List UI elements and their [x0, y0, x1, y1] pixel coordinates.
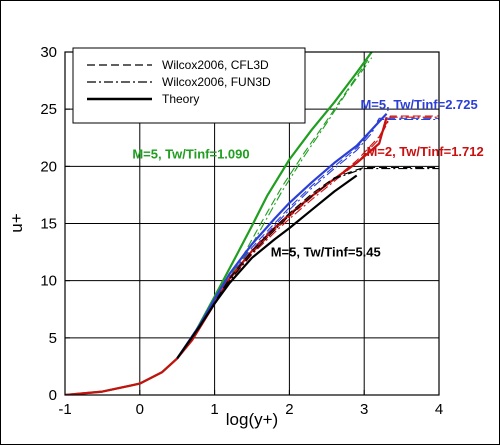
legend-label-theory: Theory	[162, 92, 199, 106]
x-axis-title: log(y+)	[226, 410, 278, 429]
y-tick-label: 30	[40, 44, 57, 61]
y-tick-label: 25	[40, 101, 57, 118]
annotation-label: M=5, Tw/Tinf=5.45	[271, 245, 381, 260]
annotation-label: M=5, Tw/Tinf=1.090	[132, 146, 249, 161]
legend-label-fun3d: Wilcox2006, FUN3D	[162, 75, 271, 89]
x-tick-label: 2	[285, 401, 293, 418]
y-tick-label: 5	[49, 330, 57, 347]
y-axis-title: u+	[7, 213, 26, 232]
annotation-label: M=5, Tw/Tinf=2.725	[360, 97, 477, 112]
x-tick-label: 3	[360, 401, 368, 418]
y-tick-label: 10	[40, 273, 57, 290]
annotation-label: M=2, Tw/Tinf=1.712	[366, 144, 483, 159]
x-tick-label: -1	[58, 401, 71, 418]
y-tick-label: 0	[49, 387, 57, 404]
y-tick-label: 20	[40, 158, 57, 175]
x-tick-label: 0	[136, 401, 144, 418]
y-tick-label: 15	[40, 216, 57, 233]
x-tick-label: 4	[435, 401, 443, 418]
x-tick-label: 1	[210, 401, 218, 418]
legend: Wilcox2006, CFL3D Wilcox2006, FUN3D Theo…	[73, 48, 305, 123]
legend-label-cfl3d: Wilcox2006, CFL3D	[162, 58, 269, 72]
